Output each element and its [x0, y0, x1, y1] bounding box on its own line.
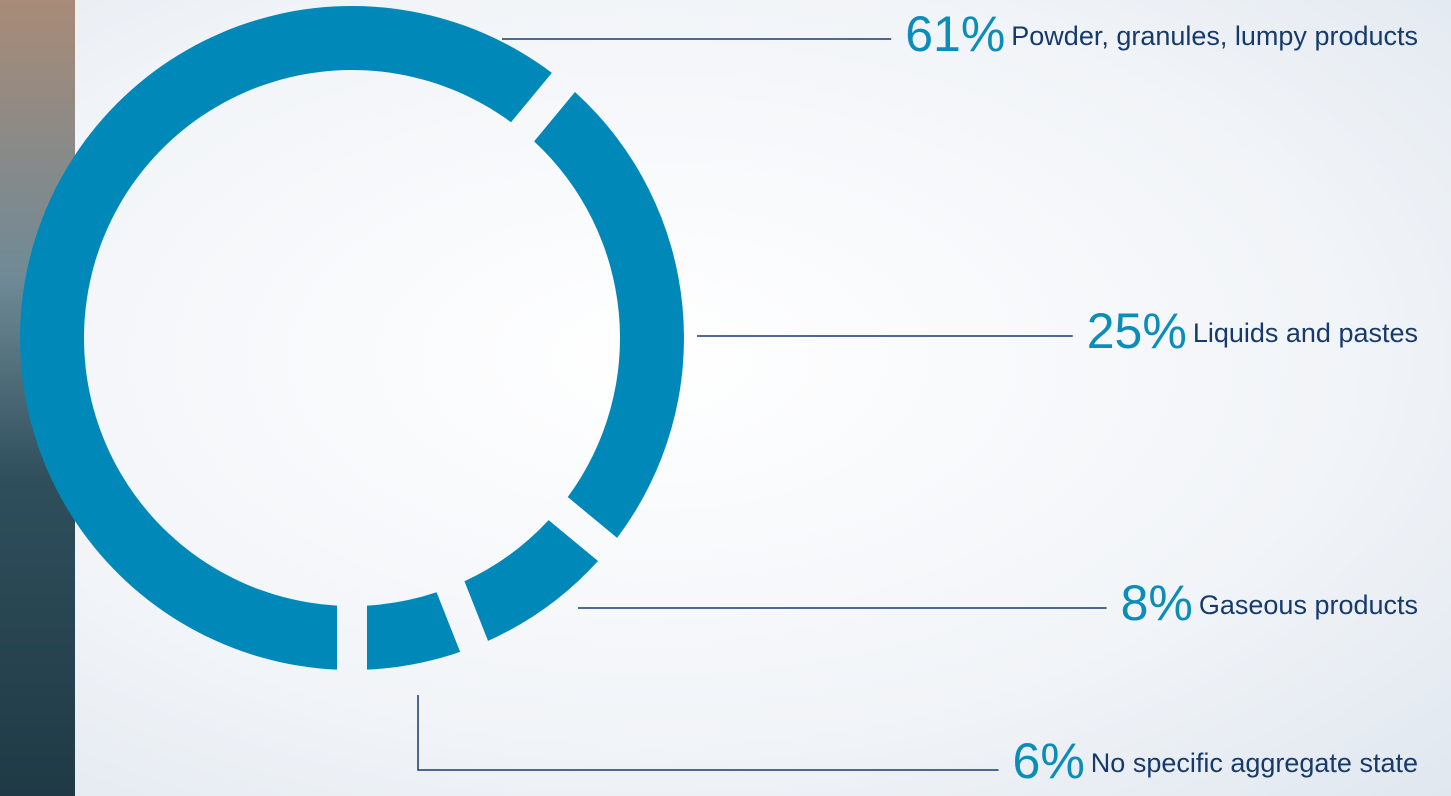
value-label: 25%	[1087, 303, 1187, 359]
data-label: 61% Powder, granules, lumpy products	[905, 6, 1418, 62]
donut-segment	[19, 5, 552, 670]
leader-line	[417, 695, 999, 771]
category-label: Liquids and pastes	[1193, 318, 1418, 348]
value-label: 8%	[1121, 575, 1193, 631]
data-label: 6% No specific aggregate state	[1013, 733, 1418, 789]
donut-segment	[464, 520, 598, 641]
data-label: 25% Liquids and pastes	[1087, 303, 1418, 359]
category-label: Powder, granules, lumpy products	[1011, 21, 1418, 51]
value-label: 6%	[1013, 733, 1085, 789]
data-label: 8% Gaseous products	[1121, 575, 1418, 631]
category-label: Gaseous products	[1199, 590, 1418, 620]
value-label: 61%	[905, 6, 1005, 62]
category-label: No specific aggregate state	[1091, 748, 1418, 778]
donut-chart: 61% Powder, granules, lumpy products 25% Li…	[19, 5, 1418, 789]
donut-segment	[366, 592, 461, 670]
donut-segment	[534, 92, 684, 538]
